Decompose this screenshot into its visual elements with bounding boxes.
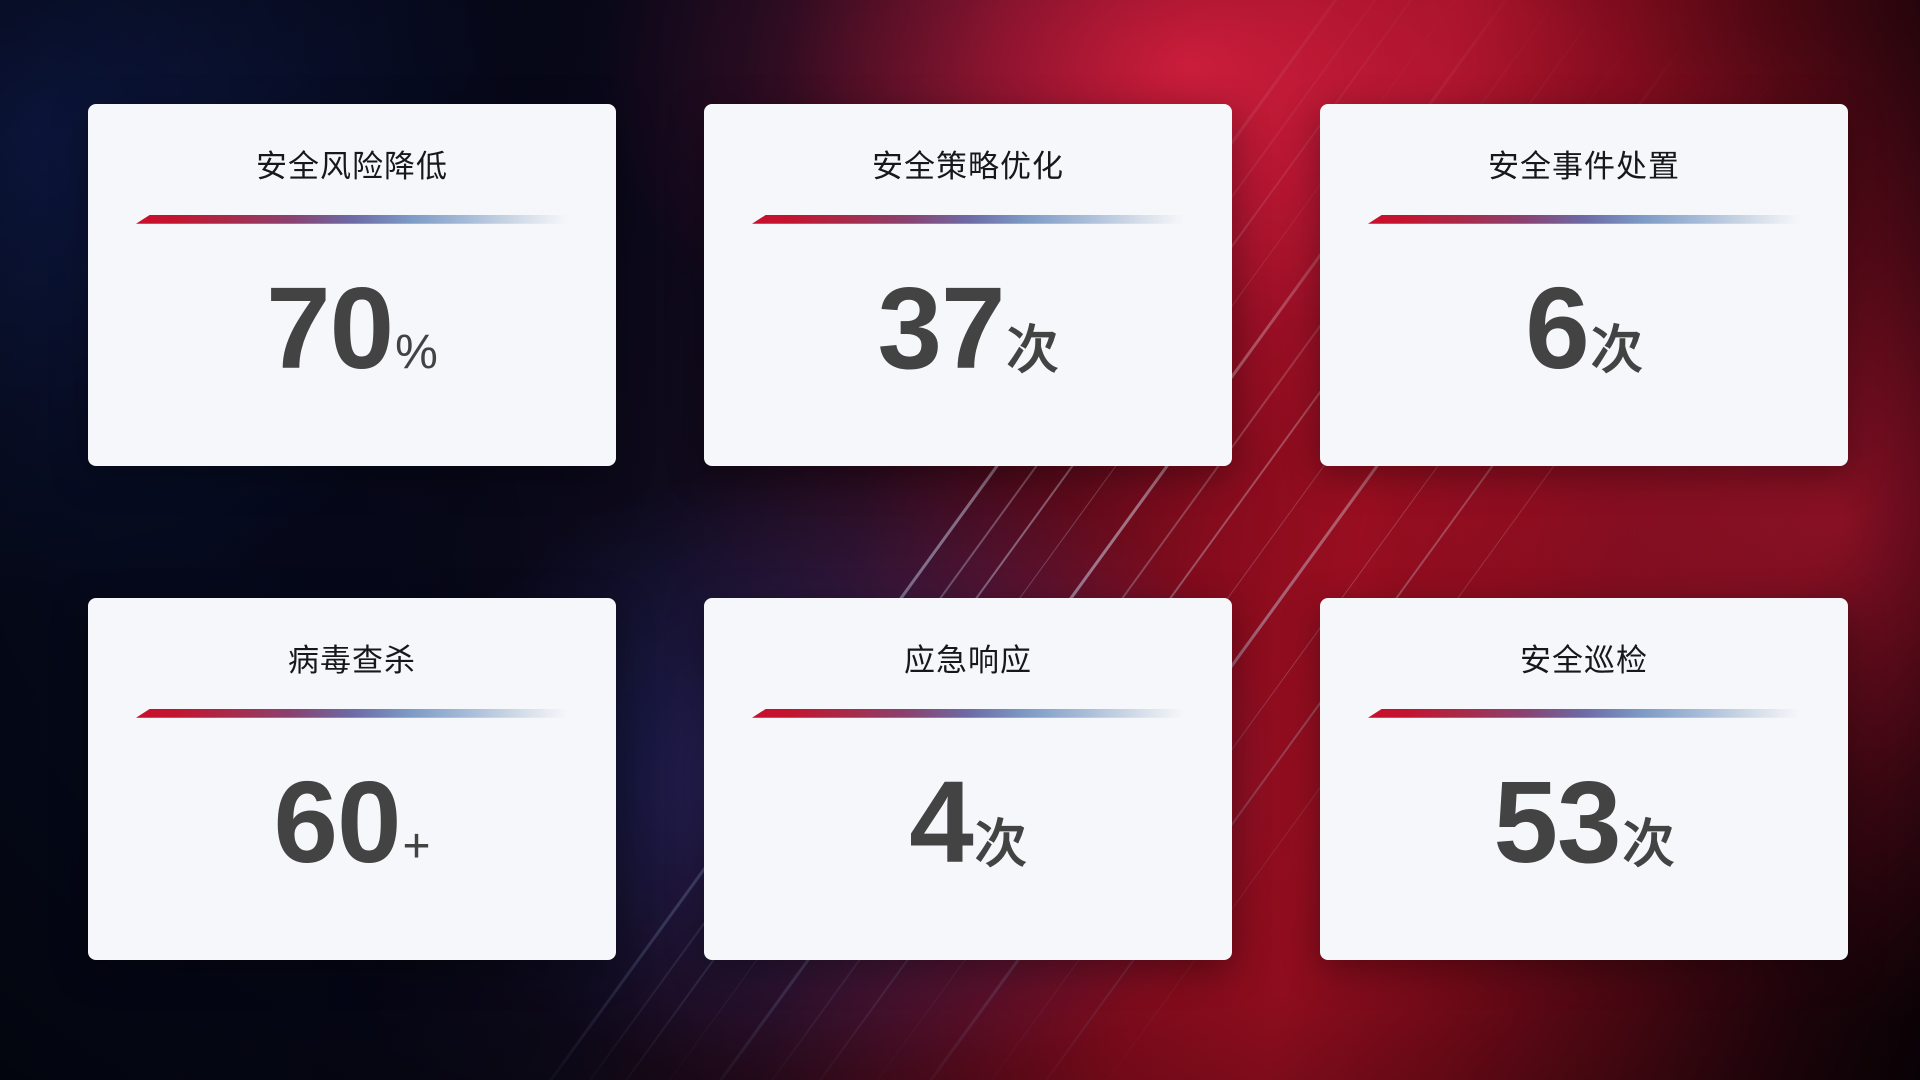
stat-value-unit: 次 — [1622, 816, 1675, 875]
stat-card-divider — [1368, 708, 1800, 719]
stat-card-value: 37 次 — [752, 225, 1184, 466]
gradient-rule — [1368, 708, 1800, 718]
stat-value-number: 60 — [273, 757, 401, 888]
stat-card-title: 应急响应 — [904, 643, 1032, 678]
stat-value-number: 37 — [877, 263, 1005, 394]
stat-card-grid: 安全风险降低 70% 安全策略优化 37 次安全事件处置 6 次病毒查杀 60 + 应急响应 4 次安… — [88, 104, 1848, 960]
stat-card-title: 安全巡检 — [1520, 643, 1648, 678]
stat-card[interactable]: 安全风险降低 70% — [88, 104, 616, 466]
stat-card-value: 60 + — [136, 719, 568, 960]
stat-value-unit: % — [395, 326, 438, 380]
gradient-rule — [1368, 214, 1800, 224]
stat-value-unit: 次 — [1006, 322, 1059, 381]
stat-value-group: 60 + — [273, 764, 430, 880]
stat-value-unit: 次 — [974, 816, 1027, 875]
stat-value-number: 4 — [909, 757, 974, 888]
gradient-rule — [136, 214, 568, 224]
gradient-rule — [752, 708, 1184, 718]
stat-card[interactable]: 应急响应 4 次 — [704, 598, 1232, 960]
stat-card[interactable]: 病毒查杀 60 + — [88, 598, 616, 960]
stat-value-number: 53 — [1493, 757, 1621, 888]
stat-card-title: 安全风险降低 — [256, 149, 448, 184]
stat-card-value: 70% — [136, 225, 568, 466]
stat-card-divider — [136, 214, 568, 225]
stat-card[interactable]: 安全巡检 53 次 — [1320, 598, 1848, 960]
stat-card-title: 病毒查杀 — [288, 643, 416, 678]
stat-card-divider — [752, 708, 1184, 719]
stat-card[interactable]: 安全事件处置 6 次 — [1320, 104, 1848, 466]
stat-value-group: 37 次 — [877, 270, 1058, 386]
gradient-rule — [136, 708, 568, 718]
stat-value-group: 53 次 — [1493, 764, 1674, 880]
stat-card-title: 安全事件处置 — [1488, 149, 1680, 184]
stat-value-group: 70% — [266, 270, 438, 386]
stat-card-divider — [752, 214, 1184, 225]
stat-value-number: 6 — [1525, 263, 1590, 394]
stat-value-unit: + — [402, 820, 431, 874]
stat-value-unit: 次 — [1590, 322, 1643, 381]
stat-card-title: 安全策略优化 — [872, 149, 1064, 184]
stat-card[interactable]: 安全策略优化 37 次 — [704, 104, 1232, 466]
stat-card-divider — [136, 708, 568, 719]
stat-value-number: 70 — [266, 263, 394, 394]
stat-card-divider — [1368, 214, 1800, 225]
gradient-rule — [752, 214, 1184, 224]
stat-card-value: 53 次 — [1368, 719, 1800, 960]
